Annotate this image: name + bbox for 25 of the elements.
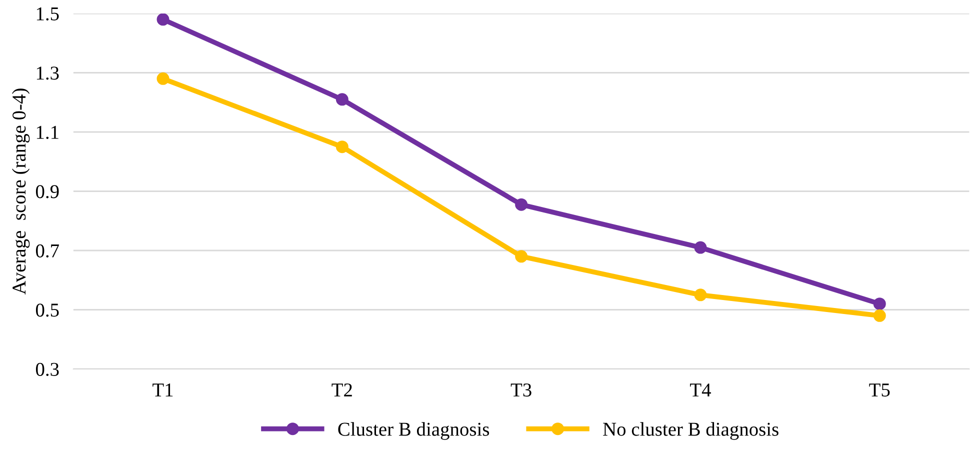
point xyxy=(515,198,528,211)
y-tick-label: 0.3 xyxy=(36,362,59,376)
legend-label: No cluster B diagnosis xyxy=(603,422,778,440)
y-axis-title: Average score (range 0-4) xyxy=(12,88,30,295)
point xyxy=(873,309,886,322)
x-tick-label: T2 xyxy=(332,384,352,396)
x-tick-label: T4 xyxy=(690,384,711,396)
x-tick-label: T1 xyxy=(152,384,173,396)
legend-label: Cluster B diagnosis xyxy=(338,422,490,440)
point xyxy=(694,288,707,302)
y-tick-label: 1.5 xyxy=(36,7,59,21)
point xyxy=(336,140,348,154)
y-tick-label: 1.3 xyxy=(36,66,59,80)
y-tick-label: 0.5 xyxy=(36,304,59,317)
y-tick-label: 1.1 xyxy=(36,126,58,140)
x-tick-label: T3 xyxy=(510,384,532,397)
point xyxy=(515,250,528,263)
point xyxy=(336,93,348,106)
point xyxy=(694,241,707,254)
point xyxy=(156,72,170,85)
y-tick-label: 0.7 xyxy=(36,244,59,258)
point xyxy=(873,298,886,310)
x-tick-label: T5 xyxy=(869,384,890,397)
y-tick-label: 0.9 xyxy=(36,185,59,198)
point xyxy=(156,14,170,26)
